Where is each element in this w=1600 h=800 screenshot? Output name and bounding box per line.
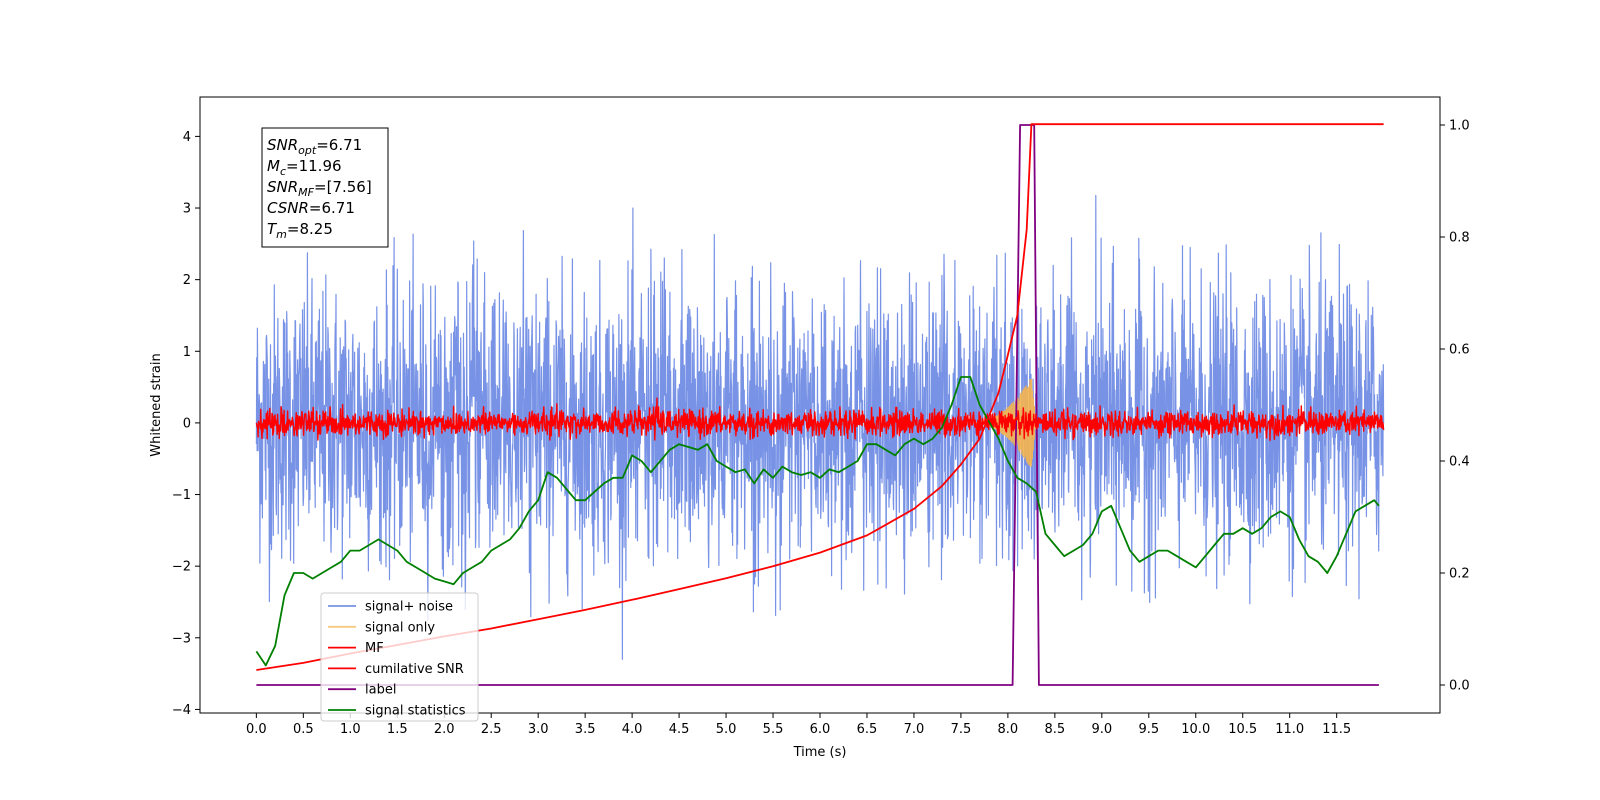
y-tick-label: 4 bbox=[183, 130, 191, 145]
legend-label: signal+ noise bbox=[365, 600, 453, 615]
annotation-line: SNRMF=[7.56] bbox=[267, 178, 372, 199]
y-tick-label: 2 bbox=[183, 273, 191, 288]
x-axis: 0.0 0.5 1.0 1.5 2.0 2.5 3.0 3.5 4.0 4.5 5.0 5.5 6.0 6… bbox=[246, 713, 1351, 737]
legend-label: MF bbox=[365, 641, 384, 656]
x-tick-label: 0.0 bbox=[246, 722, 267, 737]
series-signal-statistics bbox=[255, 376, 1380, 667]
x-axis-label: Time (s) bbox=[793, 745, 847, 760]
series-mf bbox=[255, 397, 1385, 442]
y2-tick-label: 0.4 bbox=[1449, 455, 1470, 470]
x-tick-label: 10.5 bbox=[1228, 722, 1257, 737]
series-signal-noise bbox=[255, 194, 1385, 660]
annotation-line: SNRopt=6.71 bbox=[267, 136, 362, 157]
x-tick-label: 8.5 bbox=[1045, 722, 1066, 737]
y-axis-left: −4 −3 −2 −1 0 1 2 3 4 bbox=[172, 130, 200, 718]
annotation-line: Tm=8.25 bbox=[267, 220, 333, 241]
y-tick-label: 3 bbox=[183, 202, 191, 217]
x-tick-label: 5.5 bbox=[763, 722, 784, 737]
x-tick-label: 4.5 bbox=[669, 722, 690, 737]
x-tick-label: 9.0 bbox=[1091, 722, 1112, 737]
legend-label: signal only bbox=[365, 620, 435, 635]
stats-annotation-box: SNRopt=6.71Mc=11.96SNRMF=[7.56]CSNR=6.71… bbox=[261, 127, 389, 248]
x-tick-label: 2.5 bbox=[481, 722, 502, 737]
x-tick-label: 5.0 bbox=[716, 722, 737, 737]
x-tick-label: 4.0 bbox=[622, 722, 643, 737]
annotation-line: Mc=11.96 bbox=[267, 157, 342, 178]
y-axis-label: Whitened strain bbox=[149, 353, 164, 456]
y-tick-label: −3 bbox=[172, 631, 191, 646]
y-axis-right: 0.0 0.2 0.4 0.6 0.8 1.0 bbox=[1440, 119, 1470, 694]
x-tick-label: 3.5 bbox=[575, 722, 596, 737]
legend-box bbox=[320, 592, 479, 722]
x-tick-label: 6.0 bbox=[810, 722, 831, 737]
x-tick-label: 11.0 bbox=[1275, 722, 1304, 737]
y2-tick-label: 0.0 bbox=[1449, 679, 1470, 694]
x-tick-label: 10.0 bbox=[1181, 722, 1210, 737]
x-tick-label: 1.5 bbox=[387, 722, 408, 737]
plot-data-layer bbox=[255, 123, 1385, 686]
x-tick-label: 6.5 bbox=[857, 722, 878, 737]
legend-label: label bbox=[365, 683, 396, 698]
x-tick-label: 1.0 bbox=[340, 722, 361, 737]
y-tick-label: −1 bbox=[172, 488, 191, 503]
x-tick-label: 11.5 bbox=[1322, 722, 1351, 737]
x-tick-label: 0.5 bbox=[293, 722, 314, 737]
y2-tick-label: 0.6 bbox=[1449, 343, 1470, 358]
y-tick-label: 1 bbox=[183, 345, 191, 360]
y2-tick-label: 0.8 bbox=[1449, 231, 1470, 246]
annotation-box bbox=[261, 127, 389, 248]
x-tick-label: 2.0 bbox=[434, 722, 455, 737]
x-tick-label: 3.0 bbox=[528, 722, 549, 737]
y2-tick-label: 0.2 bbox=[1449, 567, 1470, 582]
y-tick-label: −4 bbox=[172, 703, 191, 718]
x-tick-label: 7.5 bbox=[951, 722, 972, 737]
x-tick-label: 8.0 bbox=[998, 722, 1019, 737]
series-label bbox=[256, 124, 1379, 686]
annotation-line: CSNR=6.71 bbox=[267, 199, 355, 217]
y-tick-label: −2 bbox=[172, 560, 191, 575]
x-tick-label: 7.0 bbox=[904, 722, 925, 737]
legend-label: cumilative SNR bbox=[365, 662, 464, 677]
legend-label: signal statistics bbox=[365, 704, 466, 719]
x-tick-label: 9.5 bbox=[1138, 722, 1159, 737]
y2-tick-label: 1.0 bbox=[1449, 119, 1470, 134]
legend: signal+ noise signal only MF cumilative SNR… bbox=[320, 592, 479, 722]
y-tick-label: 0 bbox=[183, 416, 191, 431]
